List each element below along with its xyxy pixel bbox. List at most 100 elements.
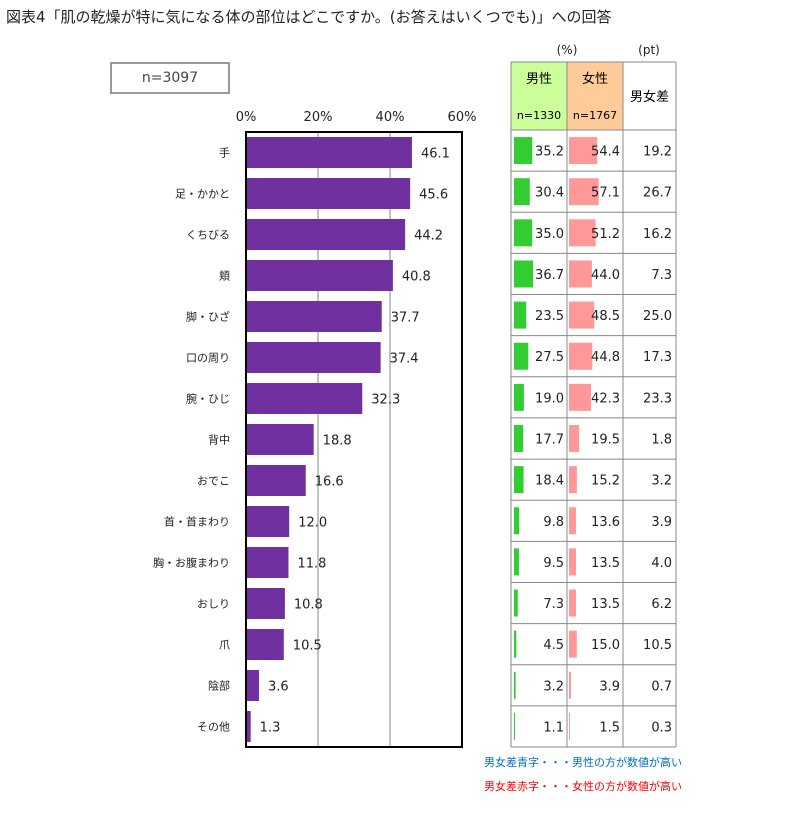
category-label: くちびる — [186, 229, 230, 242]
female-mini-bar — [569, 507, 577, 535]
bar — [246, 424, 314, 455]
diff-value: 17.3 — [643, 350, 672, 365]
male-value: 30.4 — [535, 186, 564, 201]
female-value: 44.8 — [591, 350, 620, 365]
category-label: 手 — [219, 146, 230, 160]
male-mini-bar — [514, 712, 515, 740]
bar — [246, 506, 290, 537]
category-label: 首・首まわり — [164, 515, 230, 529]
male-value: 19.0 — [535, 391, 564, 406]
value-label: 46.1 — [421, 147, 450, 162]
sample-size-label: n=3097 — [141, 70, 199, 86]
diff-value: 3.2 — [651, 474, 672, 489]
female-mini-bar — [569, 425, 580, 452]
value-label: 37.7 — [391, 311, 420, 326]
category-label: 胸・お腹まわり — [153, 556, 230, 570]
diff-header-label: 男女差 — [630, 89, 669, 105]
value-label: 10.8 — [294, 598, 323, 613]
bar — [246, 137, 412, 168]
value-label: 10.5 — [293, 639, 322, 654]
male-header-label: 男性 — [526, 72, 552, 87]
value-label: 16.6 — [315, 475, 344, 490]
bar — [246, 670, 259, 701]
male-mini-bar — [514, 507, 520, 535]
category-label: その他 — [197, 721, 230, 734]
female-value: 3.9 — [599, 679, 620, 694]
male-value: 36.7 — [535, 268, 564, 283]
male-value: 1.1 — [543, 720, 564, 735]
male-value: 35.0 — [535, 227, 564, 242]
female-mini-bar — [569, 178, 599, 206]
bar — [246, 629, 284, 660]
value-label: 12.0 — [298, 516, 327, 531]
bar — [246, 342, 381, 373]
bar — [246, 547, 289, 578]
female-mini-bar — [569, 342, 593, 370]
bar — [246, 219, 406, 250]
female-mini-bar — [569, 548, 577, 576]
value-label: 18.8 — [323, 434, 352, 449]
category-label: 背中 — [208, 433, 230, 447]
female-value: 1.5 — [599, 720, 620, 735]
diff-value: 25.0 — [643, 309, 672, 324]
male-value: 9.8 — [543, 515, 564, 530]
value-label: 40.8 — [402, 270, 431, 285]
diff-value: 3.9 — [651, 515, 672, 530]
female-value: 48.5 — [591, 309, 620, 324]
diff-value: 6.2 — [651, 597, 672, 612]
female-value: 15.2 — [591, 474, 620, 489]
female-value: 13.5 — [591, 556, 620, 571]
male-value: 4.5 — [543, 638, 564, 653]
female-value: 54.4 — [591, 145, 620, 160]
diff-value: 10.5 — [643, 638, 672, 653]
diff-value: 23.3 — [643, 391, 672, 406]
plot-frame — [245, 131, 463, 748]
male-value: 18.4 — [535, 474, 564, 489]
value-label: 1.3 — [260, 721, 281, 736]
diff-value: 7.3 — [651, 268, 672, 283]
female-mini-bar — [569, 137, 598, 165]
female-value: 19.5 — [591, 433, 620, 448]
female-value: 13.6 — [591, 515, 620, 530]
chart-title: 図表4「肌の乾燥が特に気になる体の部位はどこですか。(お答えはいくつでも)」への… — [6, 8, 612, 26]
category-label: 頬 — [219, 269, 230, 283]
diff-value: 4.0 — [651, 556, 672, 571]
female-mini-bar — [569, 466, 577, 494]
female-mini-bar — [569, 383, 591, 411]
female-value: 15.0 — [591, 638, 620, 653]
female-header-label: 女性 — [582, 71, 608, 87]
diff-value: 19.2 — [643, 145, 672, 160]
female-value: 51.2 — [591, 227, 620, 242]
diff-value: 0.7 — [651, 679, 672, 694]
x-tick-label: 0% — [236, 110, 257, 125]
male-value: 3.2 — [543, 679, 564, 694]
female-value: 13.5 — [591, 597, 620, 612]
legend-note-blue: 男女差青字・・・男性の方が数値が高い — [484, 756, 682, 769]
unit-percent: (%) — [557, 43, 578, 57]
category-label: 脚・ひざ — [186, 310, 230, 324]
male-mini-bar — [514, 260, 534, 288]
female-header-bg — [567, 62, 623, 130]
male-mini-bar — [514, 671, 516, 699]
female-mini-bar — [569, 260, 592, 288]
male-mini-bar — [514, 301, 527, 329]
male-mini-bar — [514, 383, 524, 411]
male-mini-bar — [514, 466, 524, 494]
female-value: 44.0 — [591, 268, 620, 283]
diff-value: 26.7 — [643, 186, 672, 201]
diff-value: 16.2 — [643, 227, 672, 242]
male-mini-bar — [514, 178, 530, 206]
category-label: 爪 — [219, 639, 230, 652]
male-value: 27.5 — [535, 350, 564, 365]
male-value: 9.5 — [543, 556, 564, 571]
category-label: 陰部 — [208, 679, 230, 693]
sample-size-box: n=3097 — [110, 62, 230, 94]
male-n-label: n=1330 — [517, 109, 561, 122]
bar — [246, 465, 306, 496]
diff-value: 1.8 — [651, 433, 672, 448]
male-value: 35.2 — [535, 145, 564, 160]
male-mini-bar — [514, 219, 533, 247]
female-mini-bar — [569, 712, 570, 740]
female-value: 42.3 — [591, 391, 620, 406]
